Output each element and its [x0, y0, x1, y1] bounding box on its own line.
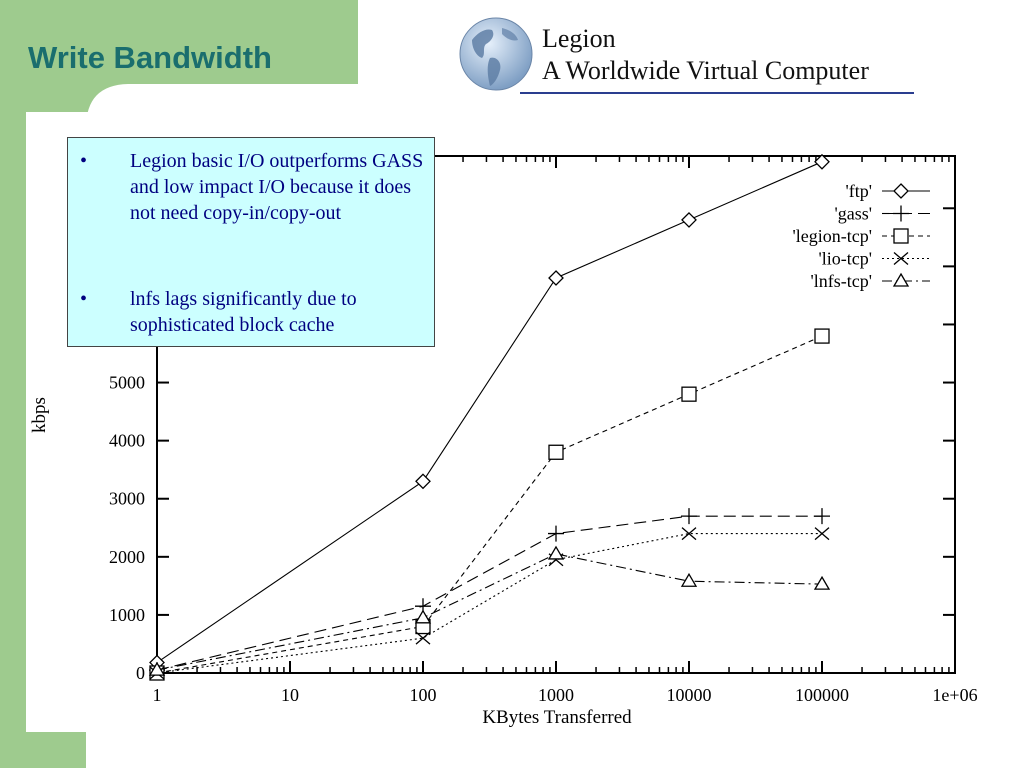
data-point-plus [681, 508, 697, 525]
logo-title: Legion [542, 24, 616, 53]
data-point-square [814, 328, 830, 344]
y-tick-label: 3000 [109, 489, 145, 509]
data-point-square [681, 386, 697, 402]
series-line-3 [156, 533, 822, 674]
chart-legend: 'ftp' 'gass''legion-tcp' 'lio-tcp''lnfs-tc… [793, 181, 930, 291]
chart-axes: 1 10 100 1000 10000 100000 1e+06 0 1000 2000 3000 4… [109, 155, 978, 705]
data-point-triangle [813, 575, 831, 590]
data-point-diamond [681, 211, 697, 228]
data-point-cross [893, 252, 909, 265]
y-axis-label: kbps [29, 397, 50, 433]
y-tick-label: 2000 [109, 547, 145, 567]
data-point-diamond [814, 153, 830, 170]
data-point-triangle [414, 609, 432, 624]
x-tick-label: 100000 [795, 685, 849, 705]
data-point-triangle [680, 572, 698, 587]
globe-icon [459, 17, 533, 91]
y-tick-label: 5000 [109, 373, 145, 393]
data-point-square [893, 228, 909, 244]
data-point-square [548, 444, 564, 460]
x-axis-label: KBytes Transferred [482, 707, 632, 728]
data-point-diamond [415, 473, 431, 490]
x-tick-label: 1000 [538, 685, 574, 705]
x-tick-label: 10000 [667, 685, 712, 705]
y-tick-label: 1000 [109, 605, 145, 625]
data-point-plus [548, 525, 564, 542]
legend-label: 'legion-tcp' [793, 226, 872, 246]
bullet-dot: • [80, 288, 88, 310]
data-point-diamond [893, 183, 909, 199]
series-line-2 [156, 335, 823, 674]
data-point-diamond [548, 270, 564, 286]
legion-logo: Legion A Worldwide Virtual Computer [456, 14, 916, 96]
legend-label: 'lnfs-tcp' [811, 271, 872, 291]
chart-series [148, 153, 831, 681]
data-point-cross [415, 631, 431, 645]
y-tick-label: 4000 [109, 431, 145, 451]
x-tick-label: 1e+06 [932, 685, 977, 705]
x-tick-label: 1 [153, 685, 162, 705]
x-tick-label: 10 [281, 685, 299, 705]
data-point-triangle [547, 545, 565, 560]
data-point-cross [681, 527, 697, 541]
series-line-4 [156, 553, 823, 671]
x-tick-label: 100 [410, 685, 437, 705]
logo-subtitle: A Worldwide Virtual Computer [542, 56, 869, 85]
data-point-plus [893, 205, 909, 222]
bullet-text-2: lnfs lags significantly due to sophistic… [130, 288, 357, 336]
data-point-cross [814, 527, 830, 541]
y-tick-label: 0 [136, 663, 145, 683]
data-point-plus [814, 508, 830, 525]
legend-label: 'gass' [835, 204, 873, 224]
legend-label: 'lio-tcp' [819, 249, 872, 269]
bullet-dot: • [80, 150, 88, 172]
legend-label: 'ftp' [846, 181, 872, 201]
data-point-triangle [148, 661, 166, 676]
logo-underline [520, 92, 914, 94]
slide-title: Write Bandwidth [28, 40, 272, 75]
bullet-text-1: Legion basic I/O outperforms GASS and lo… [130, 150, 424, 224]
data-point-triangle [892, 272, 910, 287]
notes-callout: • Legion basic I/O outperforms GASS and … [67, 137, 435, 347]
